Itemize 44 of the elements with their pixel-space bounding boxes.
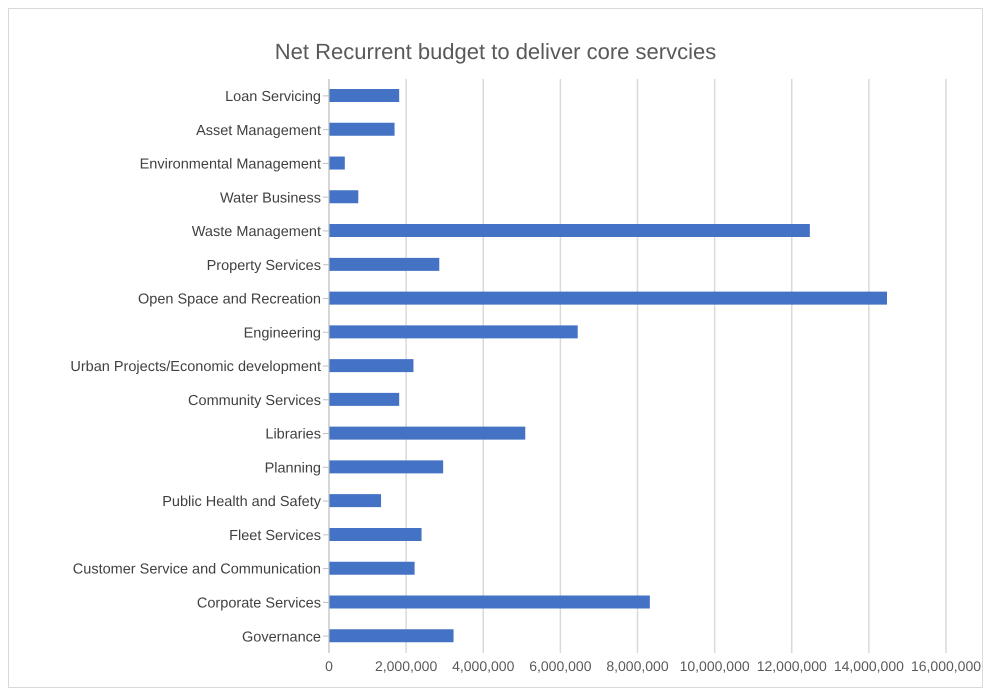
bar [329,224,810,238]
bar [329,190,358,204]
y-tick-label: Governance [242,629,321,646]
x-tick-label: 16,000,000 [910,658,982,674]
y-tick-label: Fleet Services [229,528,321,544]
x-tick-label: 14,000,000 [834,658,904,674]
y-tick-label: Customer Service and Communication [72,562,321,578]
bar [329,426,526,440]
x-tick-label: 0 [325,658,334,674]
x-tick-label: 2,000,000 [374,658,438,674]
x-tick-label: 10,000,000 [680,658,750,674]
x-tick-label: 6,000,000 [529,658,592,674]
y-tick-label: Asset Management [196,122,321,139]
bar [329,562,415,575]
y-tick-label: Libraries [265,426,321,443]
bar [329,156,345,170]
bar [329,325,578,338]
bar [329,89,400,102]
y-tick-label: Loan Servicing [225,89,321,106]
bar [329,359,414,372]
bar [329,460,444,474]
y-tick-label: Environmental Management [140,156,321,173]
bar [329,494,382,508]
bar [329,258,440,271]
bar [329,629,454,642]
chart-title: Net Recurrent budget to deliver core servcies [274,38,718,66]
bar [329,595,650,608]
x-tick-label: 12,000,000 [756,658,827,674]
y-tick-label: Water Business [220,190,321,206]
x-tick-label: 4,000,000 [452,658,515,674]
y-tick-label: Property Services [206,258,321,274]
bar [329,122,395,136]
y-tick-label: Planning [264,460,321,476]
bar [329,292,887,305]
y-tick-label: Corporate Services [196,596,321,612]
y-tick-label: Open Space and Recreation [138,292,321,308]
x-tick-label: 8,000,000 [606,658,669,674]
bar [329,528,422,541]
y-tick-label: Community Services [188,392,321,409]
y-tick-label: Waste Management [192,224,321,240]
bar [329,392,400,406]
y-tick-label: Urban Projects/Economic development [70,359,321,376]
y-tick-label: Public Health and Safety [162,494,322,510]
y-tick-label: Engineering [244,325,321,342]
